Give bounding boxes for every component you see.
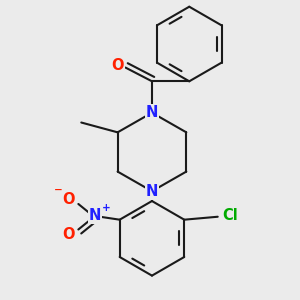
Text: +: + (101, 203, 110, 213)
Text: N: N (146, 105, 158, 120)
Text: N: N (146, 184, 158, 199)
Text: −: − (54, 185, 63, 195)
Text: O: O (62, 227, 75, 242)
Text: Cl: Cl (223, 208, 238, 223)
Text: O: O (111, 58, 124, 73)
Text: N: N (89, 208, 101, 223)
Text: O: O (62, 192, 75, 207)
